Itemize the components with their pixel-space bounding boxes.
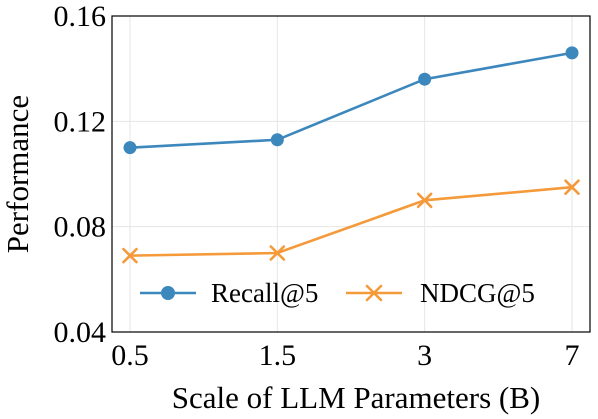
y-axis-label: Performance — [0, 95, 35, 253]
data-point — [416, 192, 433, 209]
series-recall-5 — [123, 46, 579, 155]
y-tick-label: 0.08 — [54, 211, 107, 244]
data-point — [565, 46, 579, 60]
data-point — [418, 72, 432, 86]
legend-label: NDCG@5 — [420, 278, 535, 308]
data-point — [123, 141, 137, 155]
data-point — [161, 286, 175, 300]
data-point — [564, 179, 580, 195]
data-point — [365, 284, 383, 302]
ticks: 0.5 1.5 3 7 0.04 0.08 0.12 0.16 — [54, 0, 580, 372]
y-tick-label: 0.16 — [54, 0, 107, 33]
x-tick-label: 1.5 — [259, 339, 297, 372]
x-axis-label: Scale of LLM Parameters (B) — [172, 380, 540, 415]
x-tick-label: 0.5 — [111, 339, 149, 372]
series-ndcg-5 — [122, 179, 580, 264]
legend-item: NDCG@5 — [346, 278, 535, 308]
legend: Recall@5 NDCG@5 — [140, 278, 535, 308]
series-line — [129, 51, 573, 149]
y-tick-label: 0.04 — [54, 316, 107, 349]
x-tick-label: 3 — [417, 339, 432, 372]
y-tick-label: 0.12 — [54, 105, 107, 138]
legend-item: Recall@5 — [140, 278, 318, 308]
legend-label: Recall@5 — [211, 278, 318, 308]
plot-frame — [111, 15, 591, 333]
data-point — [269, 245, 286, 261]
series-line — [129, 185, 573, 257]
data-point — [270, 133, 284, 147]
series — [122, 46, 580, 264]
data-point — [122, 247, 138, 264]
x-tick-label: 7 — [565, 339, 580, 372]
